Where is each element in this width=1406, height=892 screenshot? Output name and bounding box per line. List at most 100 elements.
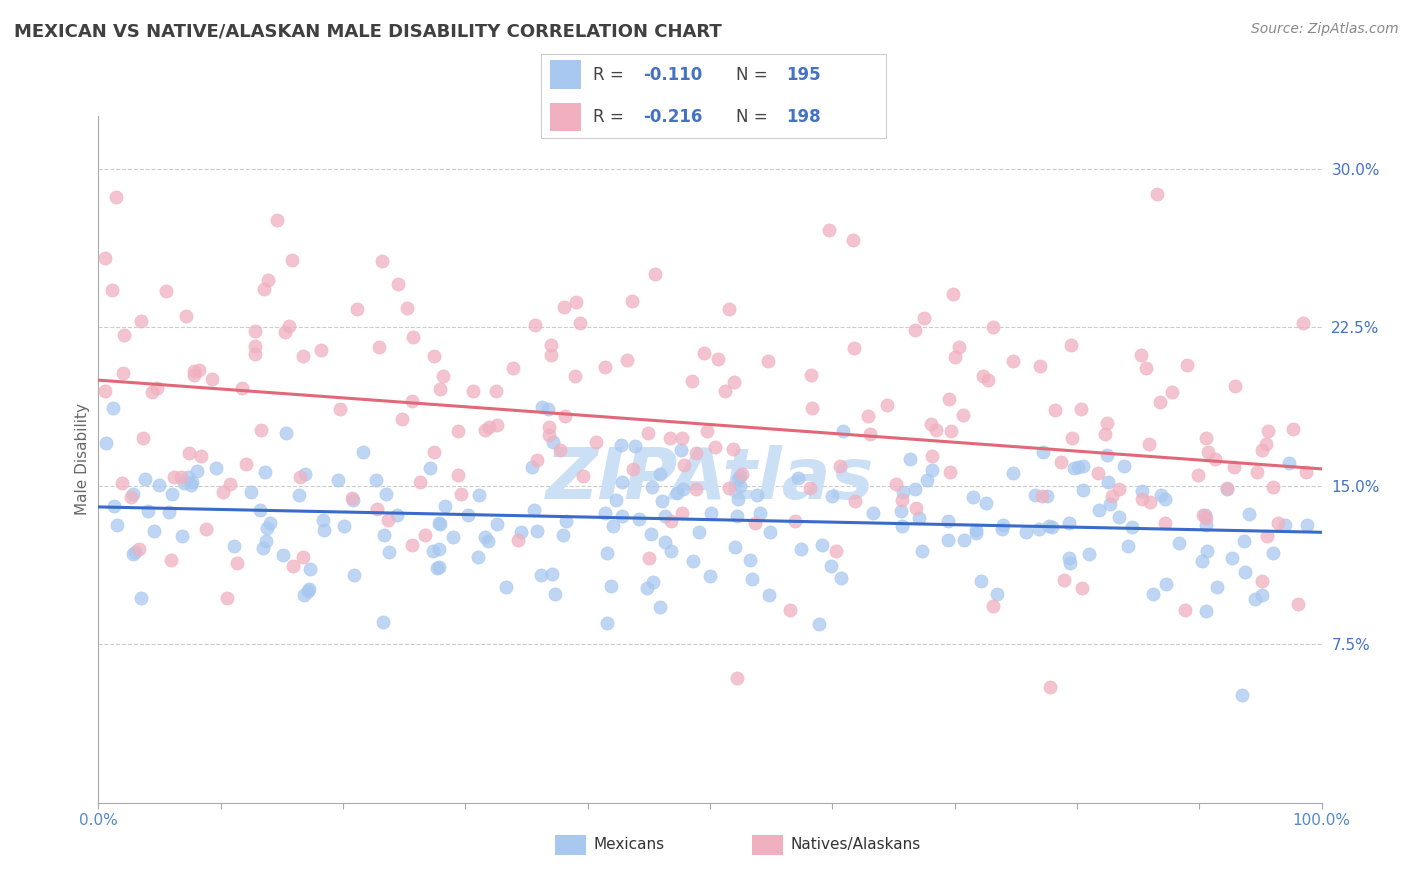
Point [787,471,810,485]
Point [920,417,942,431]
Point [1024,488,1046,502]
Point [121,548,143,562]
Point [259,516,281,530]
Point [1149,395,1171,409]
Point [1130,491,1153,506]
Point [911,544,934,558]
Point [312,513,335,527]
Point [332,519,354,533]
Point [1099,497,1122,511]
Point [1153,516,1175,530]
Point [856,409,879,424]
Point [1071,483,1094,498]
Point [965,523,987,537]
Point [536,401,558,416]
Point [745,488,768,502]
Point [605,492,627,507]
Point [789,542,811,557]
Point [292,588,315,602]
Point [1223,379,1246,393]
Point [593,507,616,521]
Point [972,369,994,384]
Point [129,314,152,328]
Point [250,423,273,437]
Point [977,373,1000,387]
Point [387,277,409,291]
Point [924,424,946,438]
Point [1112,459,1135,474]
Point [596,616,619,631]
Point [1135,361,1157,376]
Point [986,587,1008,601]
Point [463,384,485,398]
Point [659,543,682,558]
Point [346,301,368,316]
Point [288,470,311,484]
Point [610,475,633,489]
Point [1220,550,1243,565]
Point [905,501,928,516]
Point [1060,431,1083,445]
Point [891,485,914,500]
Text: MEXICAN VS NATIVE/ALASKAN MALE DISABILITY CORRELATION CHART: MEXICAN VS NATIVE/ALASKAN MALE DISABILIT… [14,22,721,40]
Point [943,350,966,364]
Point [699,568,721,582]
Point [1233,534,1256,549]
Point [1077,547,1099,561]
Point [921,463,943,477]
Point [249,502,271,516]
Point [329,401,352,416]
Point [1060,338,1083,352]
Point [159,552,181,566]
Point [105,189,128,203]
Point [731,467,754,481]
Point [1070,401,1092,416]
Point [991,517,1014,532]
Point [681,374,703,388]
Point [741,572,763,586]
Point [1059,556,1081,570]
Point [654,535,676,549]
Point [572,468,595,483]
Point [1101,489,1123,503]
Point [1223,460,1246,475]
Point [1050,455,1073,469]
Point [962,491,984,505]
Point [180,475,202,489]
Point [1230,688,1253,702]
Point [844,494,866,508]
Point [981,319,1004,334]
Point [427,516,450,530]
Point [1194,508,1216,523]
Point [205,461,228,475]
Point [936,514,959,528]
Point [1195,518,1218,533]
Point [1057,516,1080,530]
Point [1031,490,1053,504]
Point [112,366,135,380]
Point [190,449,212,463]
Point [620,294,643,309]
Point [243,339,266,353]
Point [801,401,824,416]
Point [377,513,399,527]
Point [724,540,747,554]
Text: N =: N = [735,108,773,126]
Point [474,530,496,544]
Point [744,516,766,531]
Point [1071,581,1094,595]
Point [981,599,1004,613]
Point [593,359,616,374]
Point [254,534,277,549]
Point [423,445,446,459]
Point [707,351,730,366]
Point [1251,443,1274,458]
Point [112,327,135,342]
Point [693,346,716,360]
Point [817,223,839,237]
Point [373,615,395,629]
Point [520,460,543,475]
Point [704,440,727,454]
Point [1234,565,1257,579]
Point [1256,529,1278,543]
